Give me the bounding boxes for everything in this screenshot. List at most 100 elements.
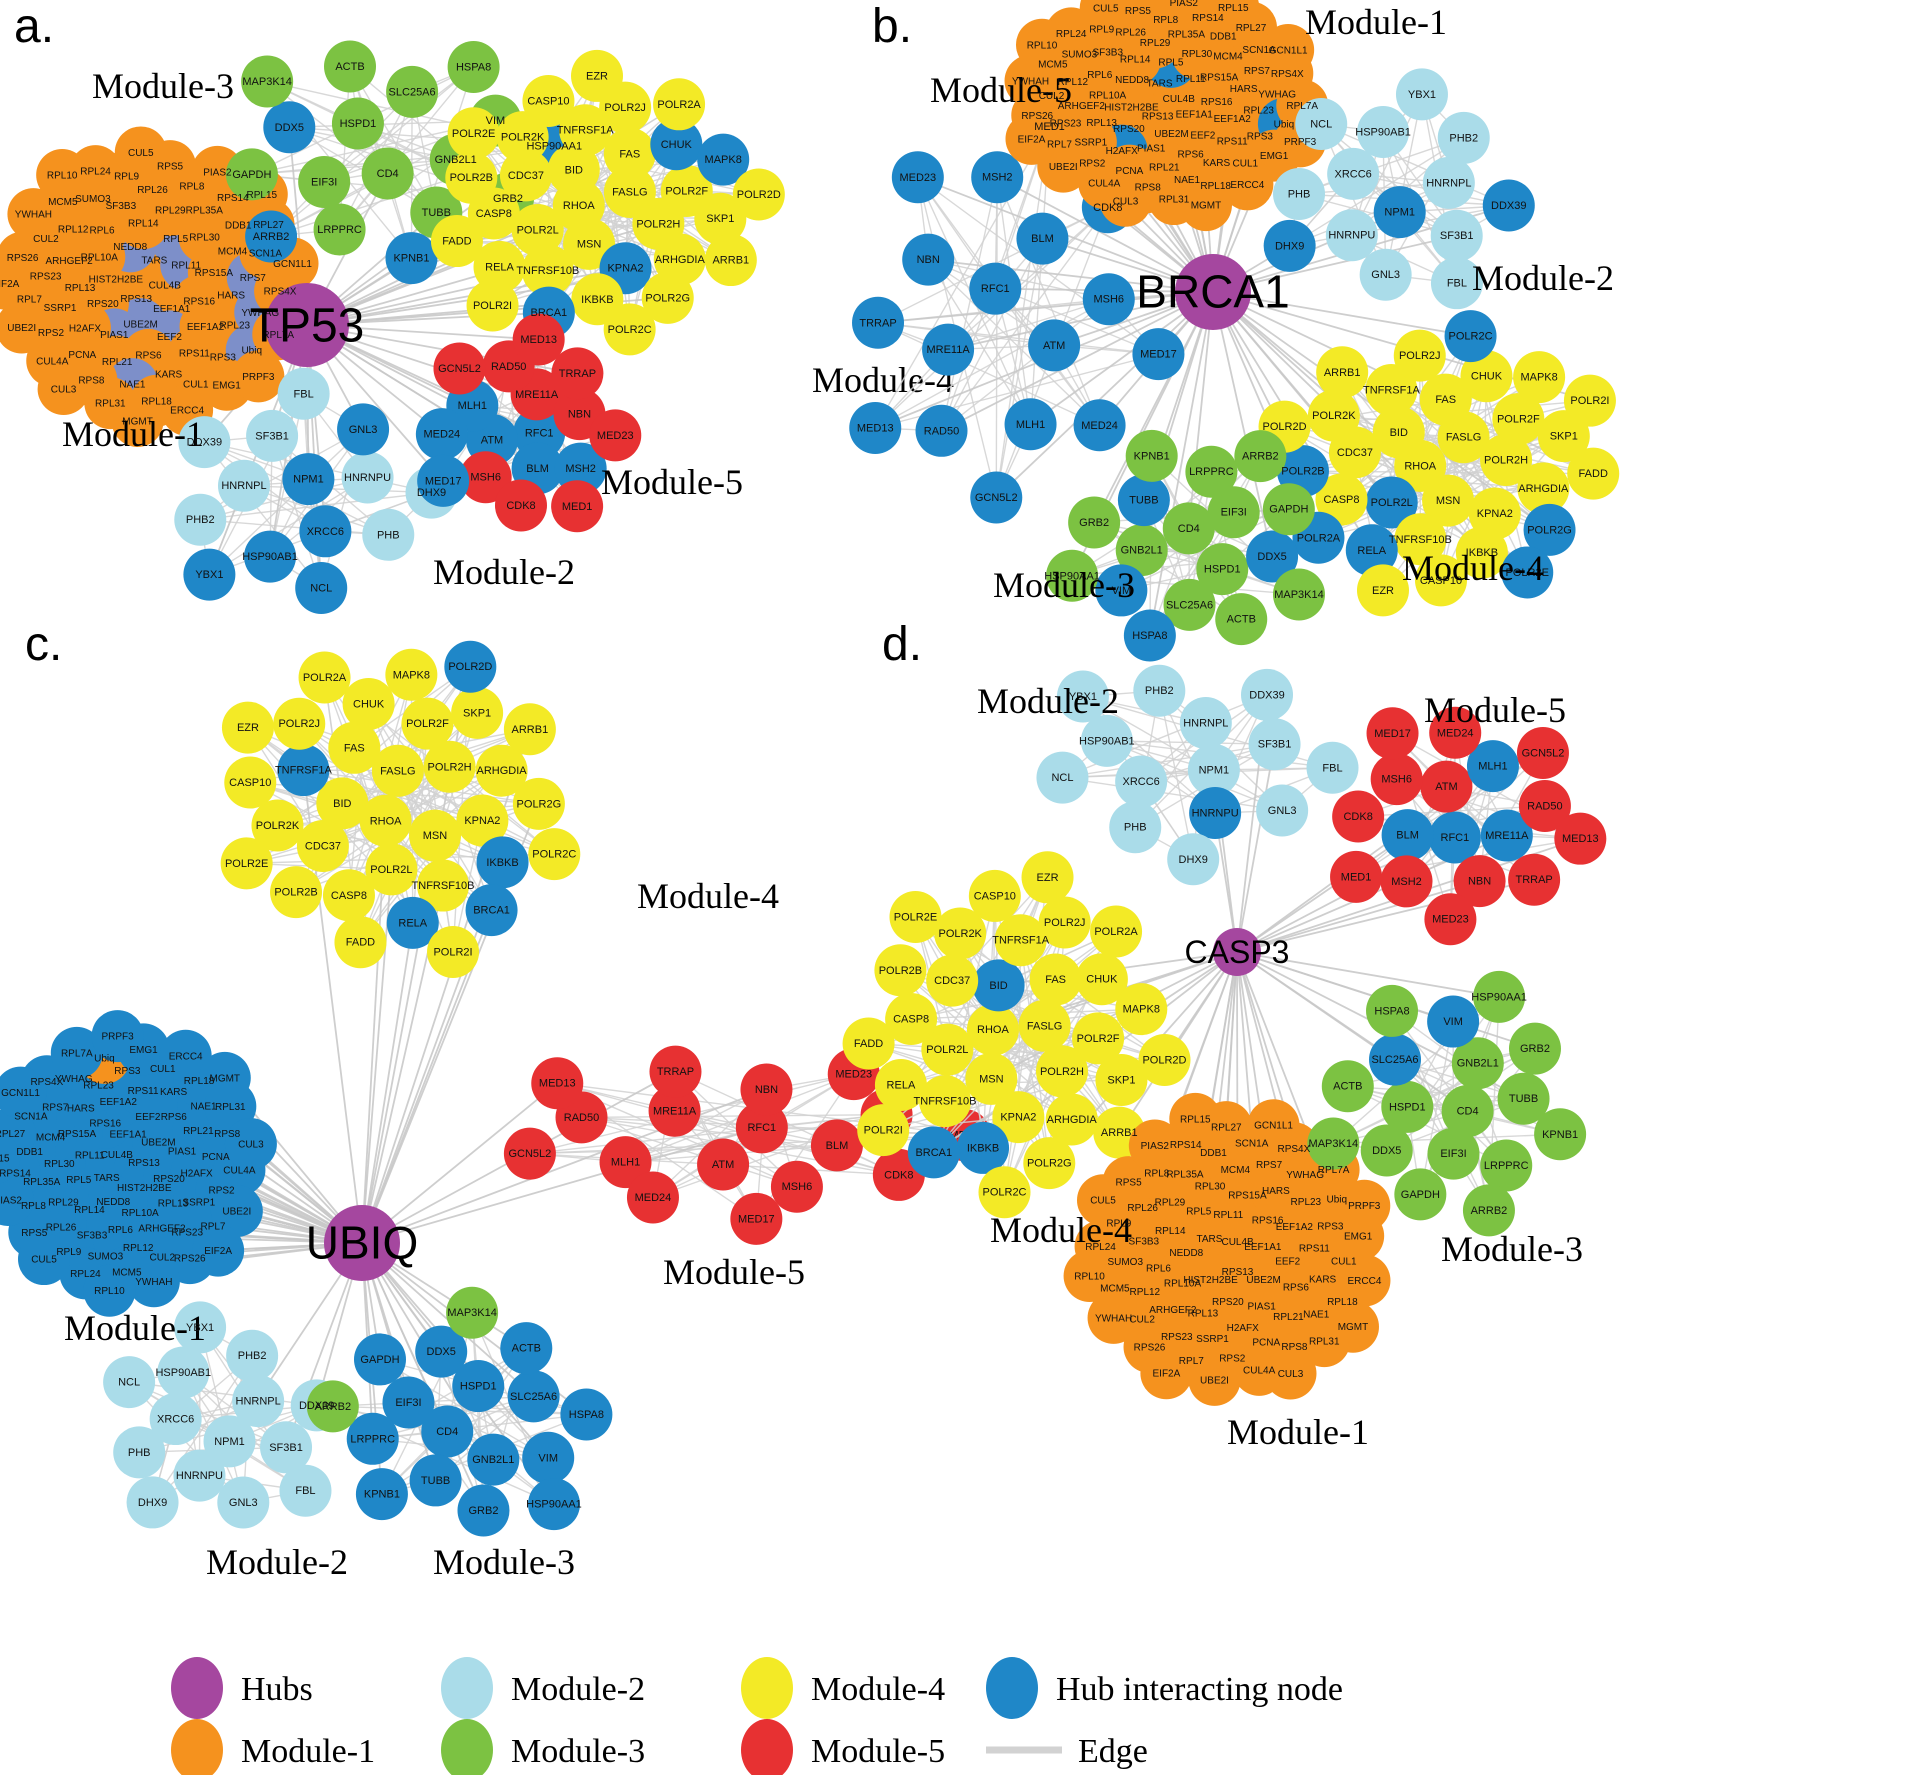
node-label-SSRP1: SSRP1 [1074, 138, 1107, 149]
node-label-HSPD1: HSPD1 [1204, 564, 1241, 576]
node-label-ATM: ATM [712, 1159, 734, 1171]
node-EIF2A [192, 1224, 245, 1277]
node-label-EZR: EZR [237, 722, 259, 734]
node-label-HSPD1: HSPD1 [1389, 1101, 1426, 1113]
node-label-YWHAG: YWHAG [55, 1074, 93, 1085]
edge [368, 703, 493, 911]
node-NCL [1295, 98, 1348, 151]
hub-spoke [947, 291, 1214, 351]
panel-a-labels: CUL4B RPS13 TARS EEF1A1 HIST2H2BE RPL11 UBE2M N… [0, 0, 954, 595]
node-RAD50 [915, 404, 968, 457]
node-label-PIAS2: PIAS2 [1170, 0, 1199, 9]
node-BLM [810, 1119, 863, 1172]
node-POLR2G [1523, 503, 1576, 556]
node-GNL3 [337, 403, 390, 456]
node-HSPA8 [1123, 609, 1176, 662]
node-MED13 [849, 402, 902, 455]
node-label-EZR: EZR [1372, 585, 1394, 597]
node-VIM [1095, 564, 1148, 617]
node-label-CUL4A: CUL4A [36, 356, 69, 367]
node-label-RPL13: RPL13 [158, 1199, 189, 1210]
node-label-POLR2J: POLR2J [1399, 350, 1441, 362]
node-label-RPL5: RPL5 [1158, 57, 1183, 68]
panel-d-labels: NPM1 XRCC6 HNRNPL HNRNPU HSP90AB1 SF3B1 PHB PHB… [854, 618, 1599, 1452]
node-label-MRE11A: MRE11A [515, 389, 559, 401]
node-label-HIST2H2BE: HIST2H2BE [117, 1183, 172, 1194]
node-GNB2L1 [467, 1433, 520, 1486]
node-PHB [1273, 168, 1326, 221]
edge [877, 322, 1100, 426]
module-label-a-Module-2: Module-2 [433, 552, 575, 592]
node-ARRB1 [1316, 346, 1369, 399]
edge [349, 66, 437, 213]
node-HSP90AA1 [1046, 549, 1099, 602]
node-label-NAE1: NAE1 [1303, 1310, 1330, 1321]
node-label-KARS: KARS [155, 370, 183, 381]
node-label-MED1: MED1 [1341, 871, 1372, 883]
node-label-EMG1: EMG1 [1260, 151, 1289, 162]
node-label-POLR2D: POLR2D [1263, 421, 1307, 433]
node-LRPPRC [1185, 445, 1238, 498]
node-label-POLR2J: POLR2J [604, 102, 646, 114]
node-label-RAD50: RAD50 [564, 1112, 599, 1124]
node-POLR2L [511, 203, 564, 256]
node-HSP90AA1 [527, 1478, 580, 1531]
node-label-RPS23: RPS23 [30, 271, 62, 282]
module-label-c-Module-4: Module-4 [637, 876, 779, 916]
node-label-KARS: KARS [160, 1087, 188, 1098]
node-label-RPL9: RPL9 [114, 172, 139, 183]
node-label-CASP10: CASP10 [974, 890, 1016, 902]
node-GNL3 [217, 1476, 270, 1529]
node-label-RPL9: RPL9 [1089, 24, 1114, 35]
node-label-RPS13: RPS13 [128, 1158, 160, 1169]
node-label-BLM: BLM [526, 463, 549, 475]
node-VIM [1427, 995, 1480, 1048]
node-label-RPL35A: RPL35A [186, 206, 224, 217]
node-label-MAPK8: MAPK8 [393, 669, 430, 681]
node-label-HNRNPU: HNRNPU [1328, 230, 1375, 242]
node-label-SSRP1: SSRP1 [1196, 1334, 1229, 1345]
node-label-RPL10A: RPL10A [81, 252, 119, 263]
panel-c: RHOA FASLG MSN BID POLR2H POLR2L FAS KPNA2 CDC37… [0, 618, 991, 1582]
node-label-DHX9: DHX9 [1179, 854, 1208, 866]
node-label-EEF1A2: EEF1A2 [187, 322, 225, 333]
node-label-HNRNPL: HNRNPL [236, 1396, 281, 1408]
node-ARHGDIA [1517, 462, 1570, 515]
node-label-MGMT: MGMT [122, 417, 153, 428]
node-label-PRPF3: PRPF3 [242, 372, 275, 383]
node-CDC37 [499, 149, 552, 202]
panel-c-nodes [0, 640, 991, 1537]
hub-label-BRCA1: BRCA1 [1136, 266, 1289, 318]
node-HNRNPU [341, 451, 394, 504]
node-GRB2 [457, 1484, 510, 1537]
node-GCN1L1 [1247, 1099, 1300, 1152]
node-FADD [334, 916, 387, 969]
node-label-CUL3: CUL3 [51, 384, 77, 395]
node-KPNA2 [456, 794, 509, 847]
node-label-GNB2L1: GNB2L1 [1121, 545, 1163, 557]
node-label-TRRAP: TRRAP [859, 317, 896, 329]
node-label-FASLG: FASLG [1027, 1020, 1062, 1032]
node-label-MSH2: MSH2 [1391, 876, 1422, 888]
node-label-POLR2G: POLR2G [1027, 1158, 1072, 1170]
node-label-EEF1A1: EEF1A1 [1244, 1242, 1282, 1253]
node-FADD [842, 1017, 895, 1070]
node-label-IKBKB: IKBKB [486, 857, 518, 869]
node-label-SF3B1: SF3B1 [269, 1442, 303, 1454]
node-DDX5 [415, 1325, 468, 1378]
node-MGMT [111, 395, 164, 448]
node-MLH1 [1466, 740, 1519, 793]
node-label-DDX39: DDX39 [299, 1400, 334, 1412]
node-label-POLR2G: POLR2G [645, 292, 690, 304]
node-label-GAPDH: GAPDH [232, 169, 271, 181]
node-label-POLR2B: POLR2B [1281, 466, 1324, 478]
node-label-GRB2: GRB2 [1079, 517, 1109, 529]
edge [435, 1347, 527, 1481]
node-label-RAD50: RAD50 [924, 425, 959, 437]
node-label-GAPDH: GAPDH [1401, 1189, 1440, 1201]
node-POLR2I [427, 925, 480, 978]
edge [200, 476, 368, 521]
node-label-MSN: MSN [1436, 495, 1461, 507]
node-label-LRPPRC: LRPPRC [1189, 466, 1234, 478]
node-NPM1 [282, 453, 335, 506]
